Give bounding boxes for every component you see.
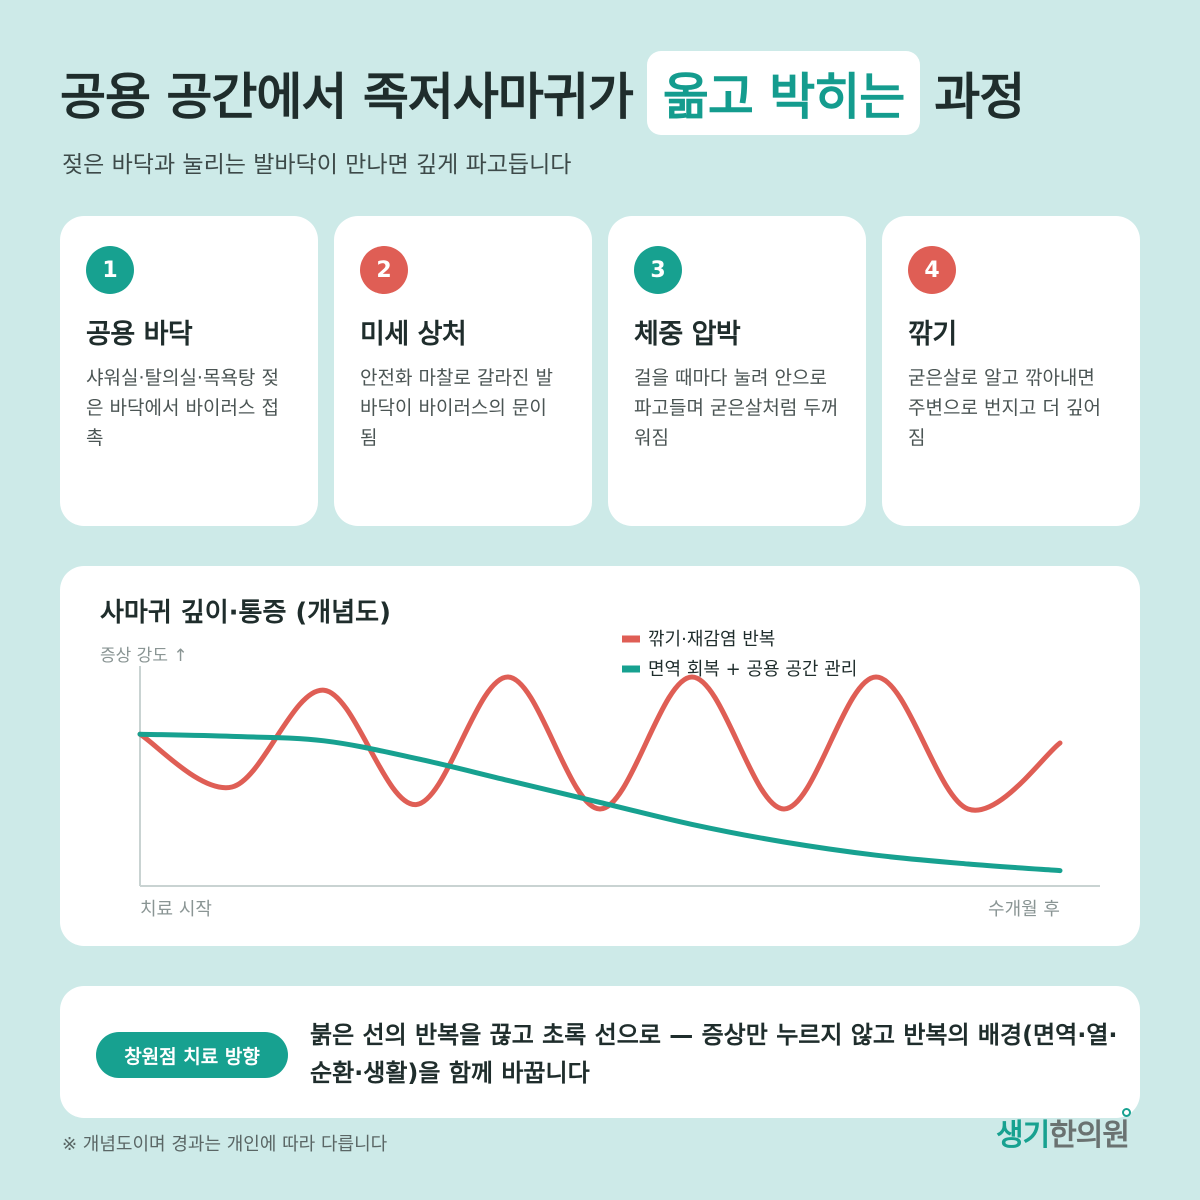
step-cards: 1 공용 바닥 샤워실·탈의실·목욕탕 젖은 바닥에서 바이러스 접촉 2 미세…: [60, 216, 1140, 526]
footnote: ※ 개념도이며 경과는 개인에 따라 다릅니다: [62, 1134, 388, 1155]
legend-label-teal: 면역 회복 + 공용 공간 관리: [648, 659, 857, 680]
step-number-badge: 4: [908, 246, 956, 294]
step-number-badge: 2: [360, 246, 408, 294]
x-start-label: 치료 시작: [140, 899, 212, 920]
treatment-direction-text: 붉은 선의 반복을 끊고 초록 선으로 — 증상만 누르지 않고 반복의 배경(…: [310, 1021, 1118, 1087]
step-description: 굳은살로 알고 깎아내면 주변으로 번지고 더 깊어짐: [908, 367, 1101, 449]
logo-part-a: 생기: [996, 1118, 1050, 1153]
page-title: 공용 공간에서 족저사마귀가 옮고 박히는 과정: [60, 48, 1025, 138]
title-suffix: 과정: [934, 68, 1025, 126]
line-chart: 증상 강도 ↑ 치료 시작 수개월 후 깎기·재감염 반복 면역 회복 + 공용…: [100, 629, 1100, 920]
step-number-badge: 3: [634, 246, 682, 294]
logo-dot-icon: [1122, 1108, 1131, 1117]
treatment-direction-panel: 창원점 치료 방향 붉은 선의 반복을 끊고 초록 선으로 — 증상만 누르지 …: [60, 986, 1140, 1118]
logo-part-b: 한의원: [1049, 1118, 1130, 1153]
step-title: 체중 압박: [634, 319, 741, 350]
title-highlight: 옮고 박히는: [646, 51, 921, 135]
page-subtitle: 젖은 바닥과 눌리는 발바닥이 만나면 깊게 파고듭니다: [62, 152, 572, 178]
step-title: 깎기: [908, 319, 957, 350]
series-line-2: [137, 731, 1063, 874]
x-end-label: 수개월 후: [988, 899, 1060, 920]
step-card-1: 1 공용 바닥 샤워실·탈의실·목욕탕 젖은 바닥에서 바이러스 접촉: [60, 216, 318, 526]
step-number-badge: 1: [86, 246, 134, 294]
series-line-1: [137, 674, 1063, 813]
legend-label-red: 깎기·재감염 반복: [648, 629, 775, 650]
y-axis-label: 증상 강도 ↑: [100, 646, 188, 666]
step-description: 안전화 마찰로 갈라진 발바닥이 바이러스의 문이 됨: [360, 367, 553, 449]
step-title: 미세 상처: [360, 319, 467, 350]
step-card-2: 2 미세 상처 안전화 마찰로 갈라진 발바닥이 바이러스의 문이 됨: [334, 216, 592, 526]
step-card-3: 3 체중 압박 걸을 때마다 눌려 안으로 파고들며 굳은살처럼 두꺼워짐: [608, 216, 866, 526]
title-prefix: 공용 공간에서 족저사마귀가: [60, 68, 634, 126]
series-layer: [137, 674, 1063, 874]
treatment-direction-badge: 창원점 치료 방향: [96, 1032, 288, 1078]
step-description: 걸을 때마다 눌려 안으로 파고들며 굳은살처럼 두꺼워짐: [634, 367, 839, 449]
step-description: 샤워실·탈의실·목욕탕 젖은 바닥에서 바이러스 접촉: [86, 367, 279, 449]
chart-panel: 사마귀 깊이·통증 (개념도) 증상 강도 ↑ 치료 시작 수개월 후 깎기·재…: [60, 566, 1140, 946]
step-card-4: 4 깎기 굳은살로 알고 깎아내면 주변으로 번지고 더 깊어짐: [882, 216, 1140, 526]
clinic-logo: 생기한의원: [996, 1108, 1131, 1154]
chart-title: 사마귀 깊이·통증 (개념도): [100, 598, 391, 628]
step-title: 공용 바닥: [86, 319, 193, 350]
